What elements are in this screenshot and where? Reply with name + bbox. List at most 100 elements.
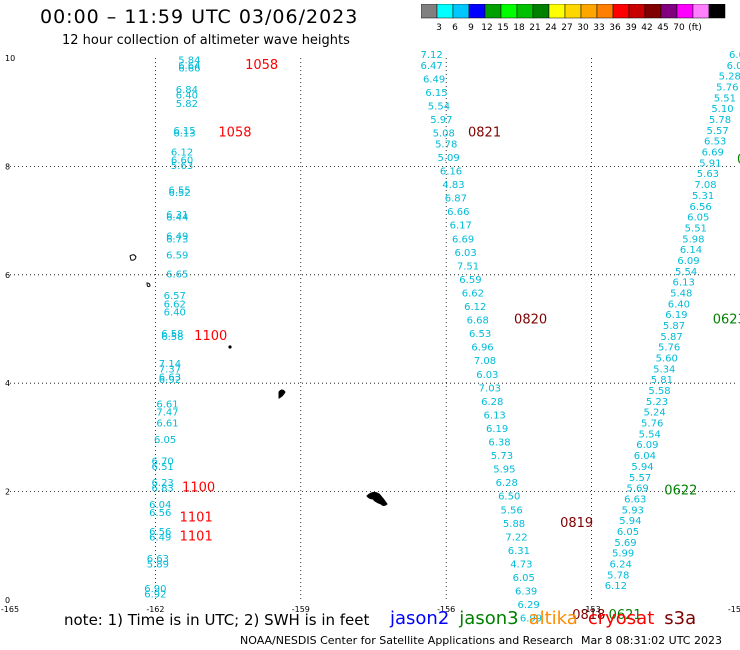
wave-height-value: 6.65 [166, 270, 188, 281]
wave-height-value: 5.76 [716, 83, 738, 94]
wave-height-value: 6.17 [450, 221, 472, 232]
island-shape [146, 282, 151, 288]
wave-height-value: 6.84 [176, 85, 198, 96]
wave-height-value: 6.16 [440, 167, 462, 178]
map-axes: -165 -162 -159 -156 -153 -150 0 2 4 6 8 10 [1, 54, 740, 614]
wave-height-value: 5.69 [614, 538, 636, 549]
wave-height-value: 6.44 [166, 213, 188, 224]
wave-height-value: 5.76 [641, 419, 663, 430]
wave-height-value: 6.15 [173, 126, 195, 137]
wave-height-value: 6.62 [462, 288, 484, 299]
colorbar-label: 70 [673, 23, 685, 32]
wave-height-value: 6.31 [508, 546, 530, 557]
wave-height-value: 6.63 [147, 554, 169, 565]
wave-height-value: 6.55 [169, 186, 191, 197]
wave-height-value: 5.54 [428, 101, 450, 112]
wave-height-value: 7.08 [694, 180, 716, 191]
pass-time-label: 0622 [664, 483, 697, 498]
colorbar: 3 6 9 12 15 18 21 24 27 30 33 36 39 42 45 70 (ft) [421, 4, 726, 32]
wave-height-value: 6.58 [161, 329, 183, 340]
wave-height-value: 6.53 [469, 329, 491, 340]
legend-entry: cryosat [587, 608, 655, 629]
wave-height-value: 5.91 [699, 158, 721, 169]
wave-height-value: 6.92 [144, 589, 166, 600]
wave-height-value: 6.63 [624, 494, 646, 505]
wave-height-value: 6.58 [161, 332, 183, 343]
wave-height-value: 6.19 [665, 310, 687, 321]
wave-height-value: 6.13 [173, 129, 195, 140]
colorbar-label: 6 [452, 23, 458, 32]
wave-height-value: 5.98 [682, 234, 704, 245]
wave-height-value: 5.69 [627, 484, 649, 495]
legend-entry: jason2 [390, 608, 450, 629]
wave-height-value: 6.19 [486, 424, 508, 435]
pass-time-label: 0621 [609, 608, 642, 623]
pass-time-label: 1058 [218, 126, 251, 141]
wave-height-value: 6.40 [176, 91, 198, 102]
wave-height-value: 6.0 [727, 61, 740, 72]
wave-height-value: 6.57 [164, 291, 186, 302]
wave-height-value: 6.49 [423, 74, 445, 85]
wave-height-value: 6.69 [452, 234, 474, 245]
legend-entry: altika [528, 608, 578, 629]
satellite-legend: jason2 jason3 altika cryosat s3a [390, 608, 706, 629]
x-tick-label: -156 [437, 605, 455, 614]
wave-height-value: 5.48 [670, 288, 692, 299]
wave-height-value: 5.81 [651, 375, 673, 386]
wave-height-value: 6.53 [704, 137, 726, 148]
wave-height-value: 6.99 [520, 614, 542, 625]
wave-height-value: 5.73 [491, 451, 513, 462]
wave-height-value: 7.12 [421, 50, 443, 61]
colorbar-label: 42 [641, 23, 652, 32]
y-tick-label: 10 [5, 54, 15, 63]
x-tick-label: -150 [728, 605, 740, 614]
colorbar-label: 45 [657, 23, 668, 32]
y-tick-label: 8 [5, 162, 10, 171]
wave-height-value: 5.93 [622, 505, 644, 516]
wave-height-value: 6.96 [471, 343, 493, 354]
wave-height-value: 6.66 [178, 64, 200, 75]
wave-height-value: 6.28 [496, 478, 518, 489]
wave-height-value: 5.89 [147, 559, 169, 570]
colorbar-label: 21 [529, 23, 540, 32]
wave-height-value: 7.14 [159, 359, 181, 370]
wave-height-value: 6.04 [634, 451, 656, 462]
colorbar-label: 33 [593, 23, 604, 32]
pass-time-label: 06 [737, 153, 740, 168]
x-tick-label: -153 [583, 605, 601, 614]
legend-entry: s3a [664, 608, 697, 629]
colorbar-label: 36 [609, 23, 621, 32]
wave-height-value: 6.39 [515, 587, 537, 598]
wave-height-value: 6.15 [425, 88, 447, 99]
colorbar-label: 3 [436, 23, 442, 32]
wave-height-value: 6.05 [617, 527, 639, 538]
wave-height-value: 5.76 [658, 343, 680, 354]
wave-height-value: 6.40 [668, 299, 690, 310]
credit-text: NOAA/NESDIS Center for Satellite Applica… [240, 634, 574, 647]
wave-height-value: 6.83 [152, 484, 174, 495]
wave-height-value: 6.63 [159, 372, 181, 383]
wave-height-value: 6.12 [605, 581, 627, 592]
pass-time-label: 1100 [194, 329, 227, 344]
wave-height-value: 6.64 [178, 61, 200, 72]
wave-height-value: 4.83 [442, 180, 464, 191]
pass-time-label: 1100 [182, 481, 215, 496]
wave-height-value: 5.78 [435, 139, 457, 150]
wave-height-value: 5.54 [675, 267, 697, 278]
wave-height-value: 6.60 [171, 156, 193, 167]
island-shape [228, 345, 232, 349]
wave-height-value: 5.94 [631, 462, 653, 473]
pass-time-labels: 1058 1058 1100 1100 1101 1101 0821 0820 0819 0818… [180, 58, 740, 623]
wave-height-value: 6.12 [171, 148, 193, 159]
wave-height-value: 5.31 [692, 191, 714, 202]
x-tick-label: -159 [292, 605, 310, 614]
wave-height-value: 7.47 [156, 408, 178, 419]
colorbar-label: 9 [468, 23, 474, 32]
y-tick-label: 6 [5, 271, 10, 280]
wave-height-value: 6.59 [166, 251, 188, 262]
wave-height-value: 6.59 [459, 275, 481, 286]
wave-height-value: 6.62 [164, 299, 186, 310]
wave-height-value: 6.66 [447, 207, 469, 218]
wave-height-value: 5.88 [503, 519, 525, 530]
